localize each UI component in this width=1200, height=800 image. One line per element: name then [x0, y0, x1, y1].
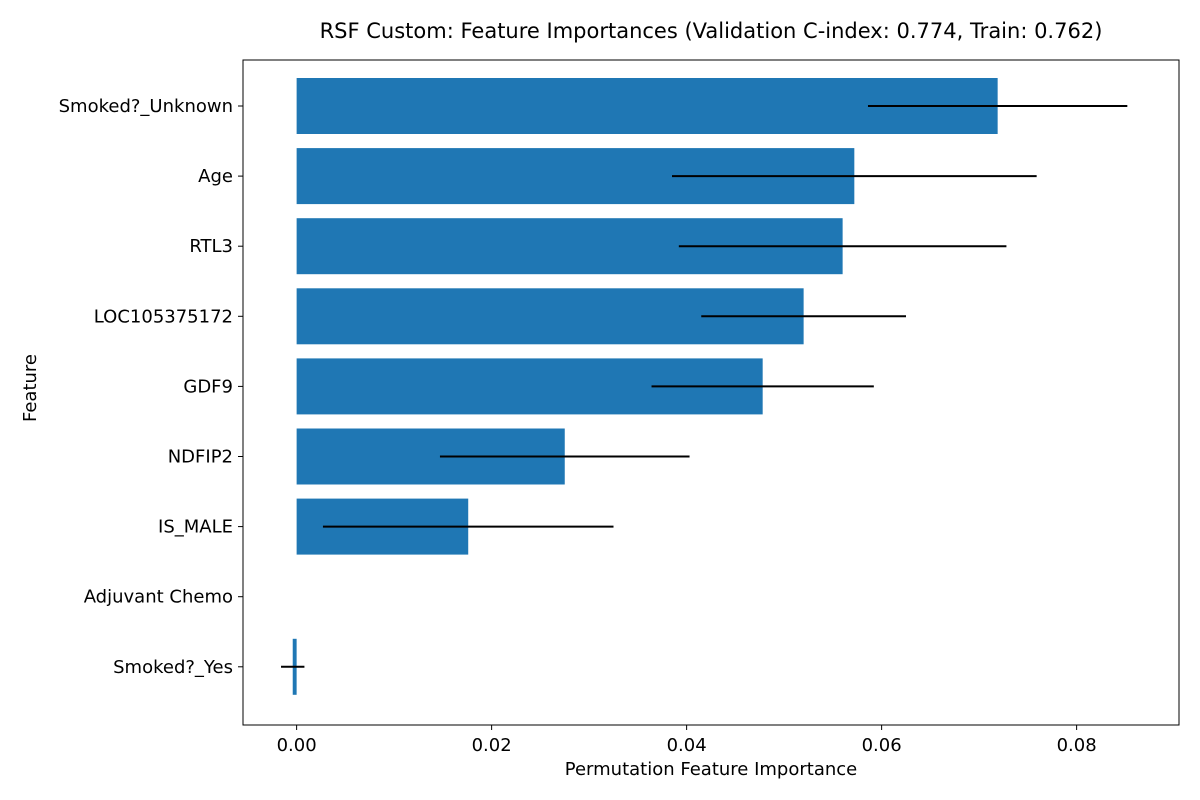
x-tick-label-4: 0.08	[1057, 735, 1097, 756]
y-tick-label-6: IS_MALE	[158, 517, 233, 538]
y-tick-label-7: Adjuvant Chemo	[84, 587, 233, 608]
y-tick-label-5: NDFIP2	[168, 447, 233, 468]
y-axis-label: Feature	[20, 354, 41, 422]
x-tick-label-2: 0.04	[667, 735, 707, 756]
x-tick-label-1: 0.02	[472, 735, 512, 756]
y-tick-label-1: Age	[198, 166, 233, 187]
x-axis-label: Permutation Feature Importance	[565, 759, 858, 780]
x-tick-label-0: 0.00	[277, 735, 317, 756]
plot-area	[281, 78, 1128, 695]
y-tick-label-8: Smoked?_Yes	[113, 657, 233, 678]
y-tick-label-3: LOC105375172	[94, 306, 233, 327]
y-tick-label-2: RTL3	[189, 236, 233, 257]
y-tick-label-4: GDF9	[183, 376, 233, 397]
plot-frame	[242, 59, 1180, 726]
x-tick-label-3: 0.06	[862, 735, 902, 756]
y-tick-label-0: Smoked?_Unknown	[59, 96, 233, 117]
chart-title: RSF Custom: Feature Importances (Validat…	[320, 19, 1103, 43]
